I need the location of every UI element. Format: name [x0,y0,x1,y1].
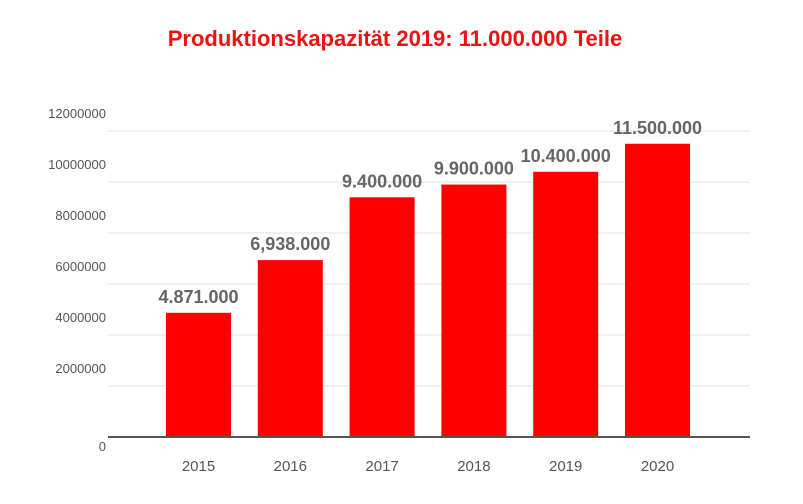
y-tick-label: 0 [99,439,106,454]
x-tick-label-2020: 2020 [641,458,674,475]
x-tick-label-2019: 2019 [549,458,582,475]
chart-title: Produktionskapazität 2019: 11.000.000 Te… [167,26,623,51]
data-label-2016: 6,938.000 [250,234,330,254]
y-tick-label: 6000000 [55,259,106,274]
bars [166,143,690,438]
bar-2020 [625,143,690,437]
data-label-2020: 11.500.000 [613,118,702,138]
bar-2018 [441,184,507,437]
data-label-2018: 9.900.000 [434,159,514,179]
data-label-2019: 10.400.000 [521,146,611,166]
x-tick-label-2018: 2018 [457,458,490,475]
y-tick-label: 4000000 [55,310,106,325]
data-label-2015: 4.871.000 [158,287,238,307]
x-tick-label-2017: 2017 [365,458,398,475]
y-tick-label: 2000000 [55,361,106,376]
bar-2019 [533,171,599,438]
x-axis-ticks: 2015 2016 2017 2018 2019 2020 [182,458,674,475]
data-labels: 4.871.000 6,938.000 9.400.000 9.900.000 10.4… [158,118,702,307]
y-axis-ticks: 0 2000000 4000000 6000000 8000000 10000000 120… [48,106,106,454]
x-tick-label-2016: 2016 [274,458,307,475]
y-tick-label: 8000000 [55,208,106,223]
y-tick-label: 10000000 [48,157,106,172]
x-tick-label-2015: 2015 [182,458,215,475]
bar-2017 [349,197,415,437]
bar-2016 [257,260,323,437]
y-tick-label: 12000000 [48,106,106,121]
bar-2015 [166,312,231,437]
data-label-2017: 9.400.000 [342,171,422,191]
